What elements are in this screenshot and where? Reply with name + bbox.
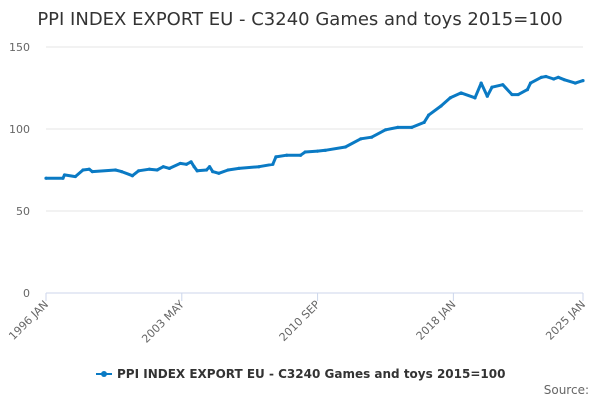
- data-point: [422, 120, 426, 125]
- legend-label: PPI INDEX EXPORT EU - C3240 Games and to…: [117, 367, 505, 381]
- data-point: [204, 168, 209, 172]
- data-point: [315, 149, 320, 153]
- data-point: [81, 168, 85, 172]
- data-point: [237, 166, 241, 170]
- data-point: [167, 166, 172, 170]
- data-point: [195, 169, 199, 173]
- x-tick-label: 2018 JAN: [414, 298, 459, 343]
- data-point: [226, 168, 230, 172]
- data-point: [271, 162, 275, 166]
- source-label[interactable]: Source:: [544, 383, 589, 397]
- data-point: [528, 81, 533, 85]
- data-point: [217, 171, 221, 175]
- data-point: [257, 165, 261, 169]
- data-point: [61, 176, 65, 180]
- data-point: [501, 83, 505, 87]
- data-point: [410, 125, 414, 129]
- y-tick-label: 0: [23, 287, 30, 300]
- data-point: [490, 85, 494, 89]
- x-tick-label: 2025 JAN: [543, 298, 588, 343]
- data-point: [525, 88, 530, 92]
- data-point: [113, 168, 118, 172]
- data-point: [161, 165, 165, 169]
- data-point: [211, 170, 215, 174]
- data-point: [581, 79, 585, 83]
- data-point: [473, 96, 477, 100]
- data-point: [285, 153, 289, 157]
- data-point: [552, 77, 556, 81]
- y-tick-label: 150: [9, 41, 30, 54]
- data-point: [479, 81, 483, 85]
- data-point: [44, 176, 48, 180]
- data-point: [184, 162, 189, 166]
- data-point: [459, 91, 463, 95]
- data-point: [192, 165, 196, 169]
- data-point: [448, 96, 452, 100]
- data-point: [73, 174, 77, 179]
- data-point: [130, 174, 135, 178]
- data-point: [485, 94, 489, 98]
- y-tick-label: 50: [16, 205, 30, 218]
- data-point: [155, 168, 159, 172]
- x-tick-label: 1996 JAN: [6, 298, 51, 343]
- data-point: [427, 113, 431, 117]
- y-tick-label: 100: [9, 123, 30, 136]
- data-point: [147, 167, 151, 171]
- x-tick-label: 2003 MAY: [139, 298, 187, 346]
- data-point: [359, 137, 363, 141]
- data-point: [539, 75, 543, 79]
- data-point: [120, 170, 124, 174]
- data-point: [189, 160, 193, 164]
- data-point: [556, 75, 560, 79]
- legend[interactable]: PPI INDEX EXPORT EU - C3240 Games and to…: [96, 367, 505, 381]
- chart-title: PPI INDEX EXPORT EU - C3240 Games and to…: [37, 9, 562, 30]
- x-axis: 1996 JAN 2003 MAY 2010 SEP 2018 JAN 2025 JAN: [6, 293, 588, 346]
- data-point: [136, 169, 141, 173]
- series-line: [46, 75, 584, 180]
- data-point: [90, 170, 94, 174]
- x-tick-label: 2010 SEP: [277, 298, 323, 344]
- data-point: [87, 167, 91, 171]
- data-point: [562, 78, 567, 82]
- data-point: [299, 153, 303, 157]
- data-point: [303, 150, 307, 154]
- data-point: [343, 145, 347, 149]
- data-point: [62, 173, 67, 177]
- data-point: [178, 161, 182, 166]
- y-axis: 0 50 100 150: [9, 41, 30, 300]
- data-point: [369, 135, 374, 139]
- data-point: [383, 128, 388, 132]
- data-point: [573, 81, 577, 85]
- data-point: [207, 165, 212, 169]
- series-layer: [44, 74, 585, 180]
- legend-marker-icon: [101, 371, 107, 377]
- gridlines: [46, 46, 583, 294]
- data-point: [439, 104, 443, 108]
- data-point: [516, 92, 520, 97]
- data-point: [510, 92, 514, 97]
- data-point: [544, 74, 548, 79]
- data-point: [274, 155, 278, 159]
- data-point: [396, 125, 400, 129]
- data-point: [323, 148, 327, 152]
